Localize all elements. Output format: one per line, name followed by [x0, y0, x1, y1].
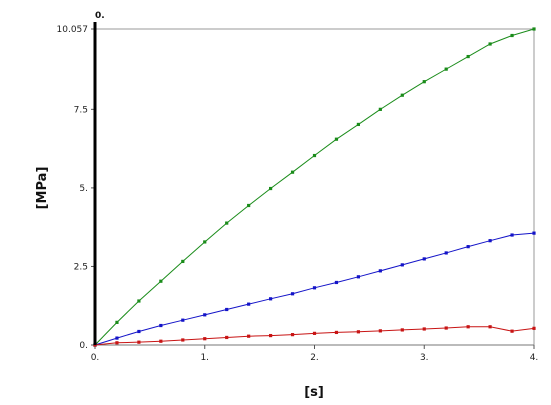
- y-axis-title: [MPa]: [35, 167, 50, 210]
- series-2-point: [444, 251, 448, 255]
- series-2-point: [466, 245, 470, 249]
- series-3-point: [290, 333, 295, 337]
- y-tick-label: 0.: [79, 341, 88, 351]
- y-tick-label: 10.057: [57, 25, 89, 35]
- series-2-point: [356, 275, 360, 279]
- series-3-point: [356, 330, 360, 334]
- series-1-point: [312, 153, 317, 158]
- series-2-point: [269, 297, 273, 301]
- series-2-point: [225, 307, 229, 312]
- time-cursor-label: 0.: [95, 11, 105, 21]
- series-1-point: [225, 221, 229, 225]
- x-axis-title: [s]: [304, 385, 324, 400]
- x-tick-label: 1.: [200, 353, 209, 363]
- series-1-point: [290, 170, 295, 174]
- series-1-point: [247, 203, 251, 208]
- series-1-point: [466, 54, 470, 59]
- y-tick-label: 2.5: [74, 262, 88, 272]
- series-3-point: [444, 326, 448, 330]
- series-2-point: [400, 263, 404, 267]
- series-2-point: [378, 269, 382, 273]
- series-1-point: [269, 186, 273, 191]
- series-2-point: [422, 257, 426, 261]
- series-1-point: [510, 33, 514, 38]
- series-2-point: [203, 313, 207, 317]
- series-1-point: [356, 122, 360, 127]
- x-tick-label: 3.: [420, 353, 429, 363]
- series-2-point: [312, 286, 317, 290]
- y-tick-label: 5.: [79, 184, 88, 194]
- series-3-point: [422, 327, 426, 331]
- series-3-point: [225, 335, 229, 340]
- series-2-point: [181, 318, 185, 322]
- series-2-point: [247, 302, 251, 306]
- series-2-point: [334, 280, 339, 285]
- series-3-point: [269, 333, 273, 338]
- series-3-point: [532, 326, 536, 330]
- series-3-point: [334, 330, 339, 335]
- series-1-point: [137, 299, 141, 303]
- series-2-point: [488, 239, 492, 243]
- series-2-point: [290, 292, 295, 296]
- series-2-point: [159, 323, 163, 328]
- series-line-1: [94, 28, 535, 346]
- series-2-point: [137, 329, 141, 334]
- series-1-point: [488, 42, 492, 46]
- series-3-point: [378, 329, 382, 333]
- series-3-point: [115, 341, 119, 345]
- series-3-point: [510, 329, 514, 333]
- series-3-point: [488, 325, 492, 329]
- series-1-point: [159, 279, 163, 283]
- series-3-point: [400, 328, 404, 332]
- x-tick-label: 4.: [530, 353, 539, 363]
- series-1-point: [115, 320, 119, 324]
- series-3-point: [159, 339, 163, 343]
- series-1-point: [532, 27, 536, 31]
- series-3-point: [312, 331, 317, 335]
- series-1-point: [203, 240, 207, 244]
- series-3-point: [137, 340, 141, 344]
- series-3-point: [181, 338, 185, 342]
- series-3-point: [247, 334, 251, 338]
- series-1-point: [334, 137, 339, 141]
- series-1-point: [378, 107, 382, 111]
- x-tick-label: 2.: [310, 353, 319, 363]
- series-3-point: [466, 325, 470, 329]
- series-2-point: [510, 233, 514, 237]
- series-1-point: [422, 80, 426, 84]
- series-2-point: [532, 231, 536, 235]
- series-2-point: [115, 336, 119, 340]
- series-1-point: [181, 259, 185, 264]
- series-1-point: [400, 93, 404, 97]
- y-tick-label: 7.5: [74, 105, 88, 115]
- x-tick-label: 0.: [91, 353, 100, 363]
- series-1-point: [444, 67, 448, 71]
- series-3-point: [203, 337, 207, 341]
